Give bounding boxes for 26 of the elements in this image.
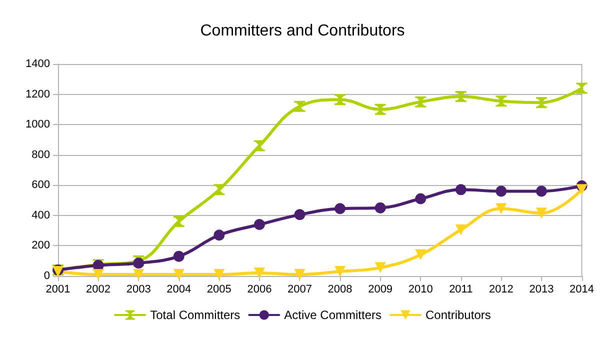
x-tick-label: 2008 bbox=[328, 284, 352, 296]
chart-title: Committers and Contributors bbox=[200, 22, 405, 40]
x-tick-label: 2003 bbox=[126, 284, 151, 296]
x-tick-label: 2010 bbox=[408, 284, 433, 296]
legend-label: Active Committers bbox=[284, 308, 382, 322]
x-tick-label: 2009 bbox=[368, 284, 393, 296]
y-tick-label: 0 bbox=[44, 270, 50, 282]
y-tick-label: 1000 bbox=[26, 118, 50, 131]
x-tick-label: 2004 bbox=[166, 284, 192, 296]
legend-label: Contributors bbox=[426, 308, 491, 322]
y-tick-label: 1200 bbox=[26, 88, 50, 100]
x-tick-label: 2006 bbox=[247, 284, 272, 296]
y-tick-label: 1400 bbox=[26, 58, 50, 70]
x-tick-label: 2013 bbox=[529, 284, 554, 296]
x-tick-label: 2001 bbox=[46, 284, 70, 296]
x-tick-label: 2014 bbox=[570, 284, 594, 296]
y-tick-label: 200 bbox=[32, 240, 50, 252]
x-tick-label: 2012 bbox=[488, 284, 514, 296]
y-tick-label: 400 bbox=[32, 209, 50, 222]
legend-label: Total Committers bbox=[150, 308, 240, 322]
x-tick-label: 2002 bbox=[86, 284, 111, 296]
y-tick-label: 800 bbox=[32, 148, 50, 161]
y-tick-label: 600 bbox=[32, 179, 50, 192]
x-tick-label: 2011 bbox=[449, 284, 473, 296]
x-tick-label: 2007 bbox=[287, 284, 312, 296]
x-tick-label: 2005 bbox=[206, 284, 232, 296]
